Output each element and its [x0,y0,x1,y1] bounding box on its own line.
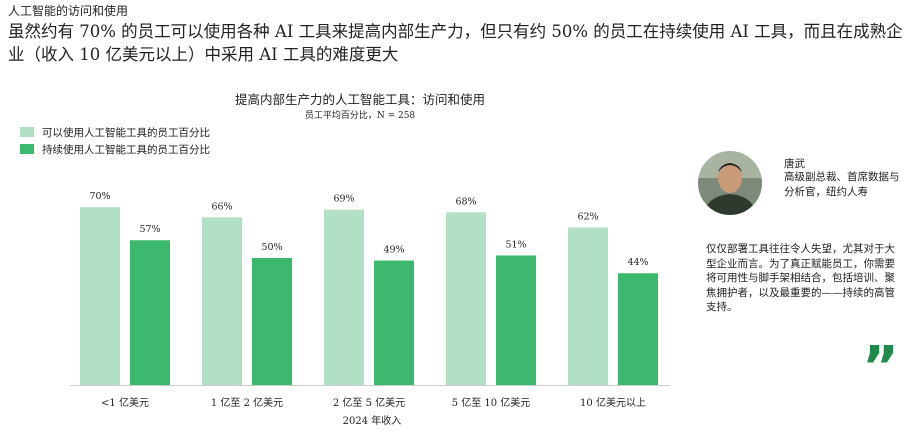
chart-subtitle: 员工平均百分比，N = 258 [305,109,416,121]
bar [446,212,486,385]
chart: 提高内部生产力的人工智能工具：访问和使用 员工平均百分比，N = 258 202… [20,92,670,427]
headline: 虽然约有 70% 的员工可以使用各种 AI 工具来提高内部生产力，但只有约 50… [8,22,903,64]
legend-label: 可以使用人工智能工具的员工百分比 [42,126,210,139]
quote-mark: ” [862,335,899,400]
bar [568,227,608,385]
value-label: 69% [333,194,354,205]
value-label: 49% [383,245,404,256]
legend-swatch [20,127,34,137]
x-tick-label: <1 亿美元 [101,396,149,409]
bar [80,207,120,385]
profile-role: 高级副总裁、首席数据与分析官，纽约人寿 [784,171,900,198]
value-label: 66% [211,201,232,212]
portrait [696,149,764,217]
bar [252,258,292,385]
value-label: 70% [89,191,110,202]
kicker: 人工智能的访问和使用 [8,4,129,18]
x-tick-label: 2 亿至 5 亿美元 [333,396,405,409]
bar [130,240,170,385]
value-label: 62% [577,212,598,223]
chart-title: 提高内部生产力的人工智能工具：访问和使用 [235,92,485,107]
bar [496,255,536,385]
value-label: 50% [261,242,282,253]
bar [202,217,242,385]
value-label: 44% [627,257,648,268]
x-axis-label: 2024 年收入 [343,414,402,427]
bar [374,260,414,385]
bar [618,273,658,385]
x-tick-label: 1 亿至 2 亿美元 [211,396,283,409]
profile-name: 唐武 [784,158,805,170]
legend-label: 持续使用人工智能工具的员工百分比 [42,143,210,156]
legend-swatch [20,144,34,154]
bar [324,209,364,385]
quote: 仅仅部署工具往往令人失望，尤其对于大型企业而言。为了真正赋能员工，你需要将可用性… [706,243,895,313]
x-tick-label: 10 亿美元以上 [580,396,646,409]
x-tick-label: 5 亿至 10 亿美元 [452,396,531,409]
value-label: 68% [455,196,476,207]
value-label: 51% [505,239,526,250]
value-label: 57% [139,224,160,235]
